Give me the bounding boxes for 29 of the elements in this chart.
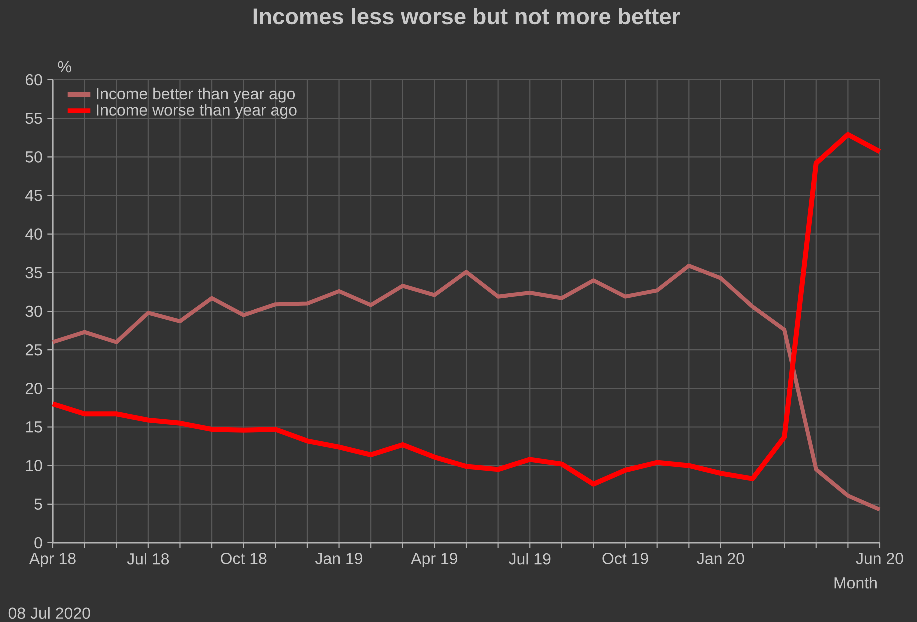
y-tick-label: 40 (26, 228, 42, 240)
legend-label: Income better than year ago (97, 88, 296, 103)
y-tick-label: 10 (26, 460, 42, 472)
chart-title: Incomes less worse but not more better (254, 8, 680, 25)
x-tick-label: Oct 18 (221, 553, 267, 564)
text: 08 Jul 2020 (8, 607, 90, 620)
x-tick-label: Jul 18 (127, 553, 170, 565)
y-tick-label: 20 (26, 383, 42, 394)
y-tick-label: 60 (26, 74, 42, 86)
x-tick-label: Jul 19 (509, 553, 551, 565)
x-tick-label: Apr 19 (411, 553, 458, 568)
y-tick-label: 25 (26, 344, 42, 356)
x-tick-label: Jan 20 (697, 553, 744, 564)
x-tick-label: Apr 18 (29, 553, 76, 568)
x-tick-label: Oct 19 (602, 553, 648, 564)
y-tick-label: 55 (26, 113, 42, 124)
legend-label: Income worse than year ago (97, 104, 297, 120)
y-tick-label: 0 (34, 537, 42, 549)
y-tick-label: 5 (34, 498, 42, 510)
y-tick-label: 50 (26, 152, 42, 163)
x-tick-label: Jun 20 (856, 553, 904, 564)
y-axis-title: % (58, 61, 72, 73)
line-series (51, 264, 882, 512)
y-tick-label: 35 (26, 267, 42, 279)
y-tick-label: 15 (26, 422, 42, 433)
y-tick-label: 45 (26, 190, 42, 202)
y-tick-label: 30 (26, 306, 42, 318)
x-axis-title: Month (834, 577, 877, 589)
x-tick-label: Jan 19 (316, 553, 363, 564)
